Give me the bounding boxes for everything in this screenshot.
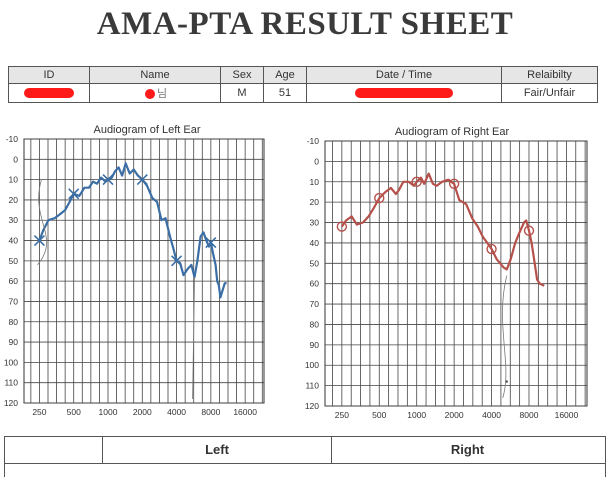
summary-table: Left Right [4, 436, 606, 477]
left-x-tick-label: 4000 [167, 407, 186, 417]
right-pencil-mark [502, 275, 508, 398]
right-x-tick-label: 250 [335, 410, 349, 420]
left-x-tick-label: 500 [67, 407, 81, 417]
left-ear-audiogram: Audiogram of Left Ear -10 0 10 20 30 40 50 60 70 8… [4, 124, 265, 417]
left-x-marker [68, 188, 80, 200]
left-y-tick-label: -10 [6, 134, 19, 144]
right-y-tick-label: 120 [305, 401, 319, 411]
name-redaction [144, 89, 155, 100]
left-pencil-mark [37, 179, 47, 266]
right-y-tick-label: 90 [310, 340, 320, 350]
left-pencil-mark [192, 277, 195, 399]
left-y-tick-label: 100 [4, 357, 18, 367]
left-y-tick-label: 10 [9, 175, 19, 185]
right-x-tick-label: 16000 [555, 410, 579, 420]
left-y-tick-label: 0 [13, 154, 18, 164]
right-y-tick-label: -10 [307, 136, 320, 146]
right-y-tick-label: 100 [305, 360, 319, 370]
right-o-marker [486, 243, 497, 255]
right-y-tick-label: 10 [310, 177, 320, 187]
right-o-marker [411, 176, 422, 187]
left-x-tick-label: 250 [32, 407, 46, 417]
summary-left-header: Left [103, 437, 332, 463]
right-x-tick-label: 8000 [520, 410, 539, 420]
right-x-tick-label: 1000 [407, 410, 426, 420]
right-x-tick-label: 500 [372, 410, 386, 420]
left-y-tick-label: 30 [9, 215, 19, 225]
patient-info-table: ID Name Sex Age Date / Time Relaibilty 님… [8, 66, 598, 103]
right-ear-audiogram: Audiogram of Right Ear -10 0 10 20 30 40 50 60 70… [305, 126, 588, 420]
left-x-marker [171, 255, 183, 267]
left-y-tick-label: 60 [9, 276, 19, 286]
right-y-tick-label: 20 [310, 197, 320, 207]
summary-row-divider [5, 463, 605, 464]
left-x-marker [102, 174, 114, 186]
left-chart-title: Audiogram of Left Ear [93, 124, 200, 136]
left-y-tick-label: 70 [9, 296, 19, 306]
left-x-marker [205, 237, 217, 249]
right-y-tick-label: 80 [310, 319, 320, 329]
right-o-marker [523, 225, 535, 236]
right-o-marker [448, 178, 460, 190]
right-threshold-line [340, 172, 545, 287]
right-x-tick-label: 4000 [482, 410, 501, 420]
name-header: Name [89, 66, 221, 84]
left-y-tick-label: 120 [4, 398, 18, 408]
right-y-tick-label: 70 [310, 299, 320, 309]
left-x-tick-label: 2000 [133, 407, 152, 417]
right-y-tick-label: 40 [310, 238, 320, 248]
sheet-title: AMA-PTA RESULT SHEET [96, 6, 514, 42]
left-y-tick-label: 50 [9, 256, 19, 266]
left-y-tick-label: 110 [4, 378, 18, 388]
left-x-marker [33, 234, 45, 247]
left-x-marker [136, 174, 148, 186]
name-suffix: 님 [156, 88, 168, 100]
right-y-tick-label: 0 [314, 156, 319, 166]
right-x-tick-label: 2000 [445, 410, 464, 420]
left-y-tick-label: 20 [9, 195, 19, 205]
right-o-marker [336, 221, 348, 232]
id-redaction [24, 88, 74, 99]
sex-value: M [220, 83, 264, 103]
left-y-tick-label: 40 [9, 236, 19, 246]
summary-right-header: Right [450, 442, 485, 457]
datetime-redaction [355, 88, 453, 99]
left-y-tick-label: 80 [9, 317, 19, 327]
right-chart-title: Audiogram of Right Ear [395, 126, 510, 138]
left-y-tick-label: 90 [9, 337, 19, 347]
right-y-tick-label: 60 [310, 279, 320, 289]
right-o-marker [374, 192, 385, 204]
id-value [8, 83, 90, 103]
left-x-tick-label: 1000 [99, 407, 118, 417]
summary-blank-cell [5, 437, 103, 463]
right-pencil-dot [505, 380, 508, 383]
right-y-tick-label: 50 [310, 258, 320, 268]
name-value: 님 [89, 83, 221, 103]
reliability-value: Fair/Unfair [501, 83, 598, 103]
right-y-tick-label: 110 [305, 381, 319, 391]
left-x-tick-label: 16000 [233, 407, 257, 417]
right-y-tick-label: 30 [310, 218, 320, 228]
datetime-value [306, 83, 502, 103]
reliability-header: Relaibilty [501, 66, 598, 84]
left-x-tick-label: 8000 [201, 407, 220, 417]
